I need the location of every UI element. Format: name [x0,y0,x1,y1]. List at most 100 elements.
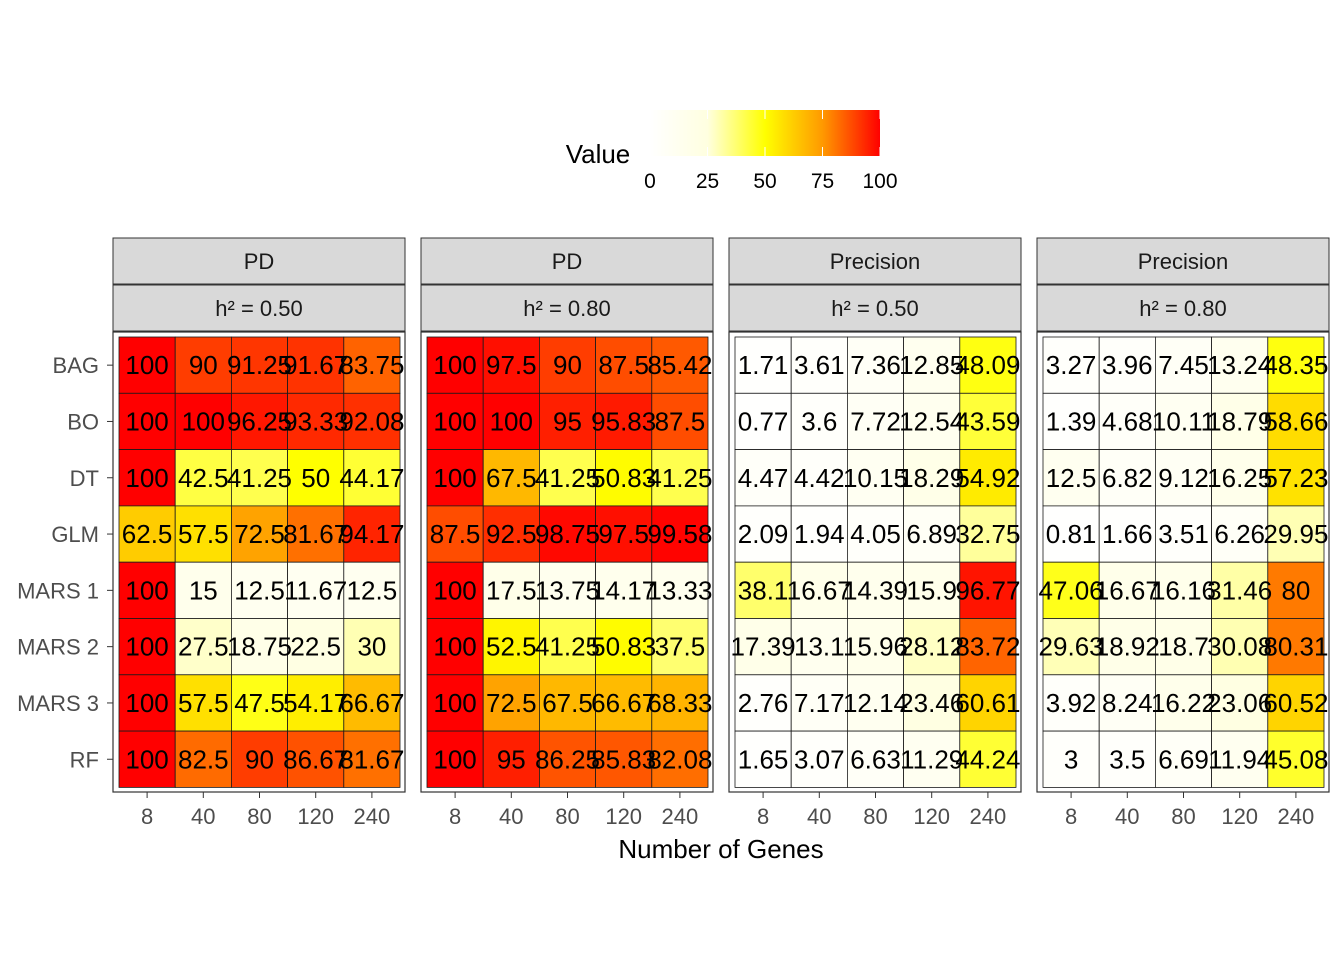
cell-value-label: 0.77 [738,406,789,436]
cell-value-label: 44.24 [955,744,1020,774]
x-tick-label: 8 [449,804,461,829]
cell-value-label: 100 [433,688,476,718]
cell-value-label: 45.08 [1263,744,1328,774]
heatmap-cell [1042,730,1100,788]
cell-value-label: 48.09 [955,350,1020,380]
strip-heritability [420,284,714,332]
x-tick-label: 120 [297,804,334,829]
heatmap-cell [174,674,232,732]
cell-value-label: 16.22 [1151,688,1216,718]
cell-value-label: 97.5 [486,350,537,380]
cell-value-label: 100 [433,350,476,380]
x-tick-label: 240 [354,804,391,829]
x-tick-label: 240 [970,804,1007,829]
cell-value-label: 80.31 [1263,632,1328,662]
cell-value-label: 52.5 [486,632,537,662]
heatmap-cell [790,618,848,676]
cell-value-label: 41.25 [647,463,712,493]
heatmap-cell [790,336,848,394]
heatmap-cell [482,730,540,788]
heatmap-cell [847,618,905,676]
heatmap-cell [1267,730,1325,788]
heatmap-cell [734,618,792,676]
cell-value-label: 11.94 [1208,744,1271,774]
strip-heritability-label: h² = 0.50 [215,296,302,321]
x-tick-label: 8 [1065,804,1077,829]
heatmap-cell [1042,618,1100,676]
cell-value-label: 100 [490,406,533,436]
cell-value-label: 6.89 [906,519,957,549]
legend-title: Value [566,139,631,169]
cell-value-label: 11.29 [900,744,963,774]
cell-value-label: 15.96 [843,632,908,662]
cell-value-label: 47.06 [1039,575,1104,605]
cell-value-label: 83.72 [955,632,1020,662]
cell-value-label: 50.83 [591,463,656,493]
cell-value-label: 18.92 [1095,632,1160,662]
heatmap-cell [287,618,345,676]
cell-value-label: 17.5 [486,575,537,605]
x-tick-label: 120 [605,804,642,829]
heatmap-cell [1042,449,1100,507]
cell-value-label: 15 [189,575,218,605]
x-tick-label: 40 [191,804,215,829]
cell-value-label: 100 [433,575,476,605]
cell-value-label: 58.66 [1263,406,1328,436]
cell-value-label: 57.5 [178,519,229,549]
cell-value-label: 13.1 [794,632,845,662]
heatmap-cell [118,730,176,788]
cell-value-label: 100 [125,632,168,662]
heatmap-cell [1098,392,1156,450]
x-tick-label: 120 [1221,804,1258,829]
cell-value-label: 37.5 [655,632,706,662]
cell-value-label: 28.12 [899,632,964,662]
heatmap-cell [1155,505,1213,563]
cell-value-label: 99.58 [647,519,712,549]
cell-value-label: 80 [1281,575,1310,605]
heatmap-cell [734,561,792,619]
cell-value-label: 72.5 [234,519,285,549]
cell-value-label: 12.85 [899,350,964,380]
heatmap-cell [539,449,597,507]
heatmap-cell [426,505,484,563]
cell-value-label: 100 [433,406,476,436]
cell-value-label: 7.17 [794,688,845,718]
cell-value-label: 48.35 [1263,350,1328,380]
cell-value-label: 15.9 [906,575,957,605]
cell-value-label: 3.07 [794,744,845,774]
cell-value-label: 30.08 [1207,632,1272,662]
strip-metric-label: Precision [1138,249,1228,274]
heatmap-cell [651,392,709,450]
cell-value-label: 90 [553,350,582,380]
cell-value-label: 3.27 [1046,350,1097,380]
heatmap-cell [903,505,961,563]
cell-value-label: 91.25 [227,350,292,380]
cell-value-label: 54.17 [283,688,348,718]
cell-value-label: 41.25 [535,463,600,493]
heatmap-cell [426,561,484,619]
heatmap-cell [1098,336,1156,394]
cell-value-label: 86.25 [535,744,600,774]
cell-value-label: 29.95 [1263,519,1328,549]
heatmap-cell [287,505,345,563]
cell-value-label: 2.76 [738,688,789,718]
cell-value-label: 57.5 [178,688,229,718]
heatmap-cell [482,392,540,450]
cell-value-label: 96.77 [955,575,1020,605]
heatmap-cell [539,730,597,788]
heatmap-cell [1042,336,1100,394]
cell-value-label: 1.65 [738,744,789,774]
heatmap-cell [174,336,232,394]
cell-value-label: 47.5 [234,688,285,718]
heatmap-cell [343,392,401,450]
cell-value-label: 18.79 [1207,406,1272,436]
cell-value-label: 60.52 [1263,688,1328,718]
heatmap-cell [482,336,540,394]
cell-value-label: 41.25 [535,632,600,662]
cell-value-label: 6.63 [850,744,901,774]
heatmap-cell [1211,674,1269,732]
cell-value-label: 96.25 [227,406,292,436]
heatmap-cell [651,674,709,732]
strip-metric [728,237,1022,285]
heatmap-cell [595,730,653,788]
